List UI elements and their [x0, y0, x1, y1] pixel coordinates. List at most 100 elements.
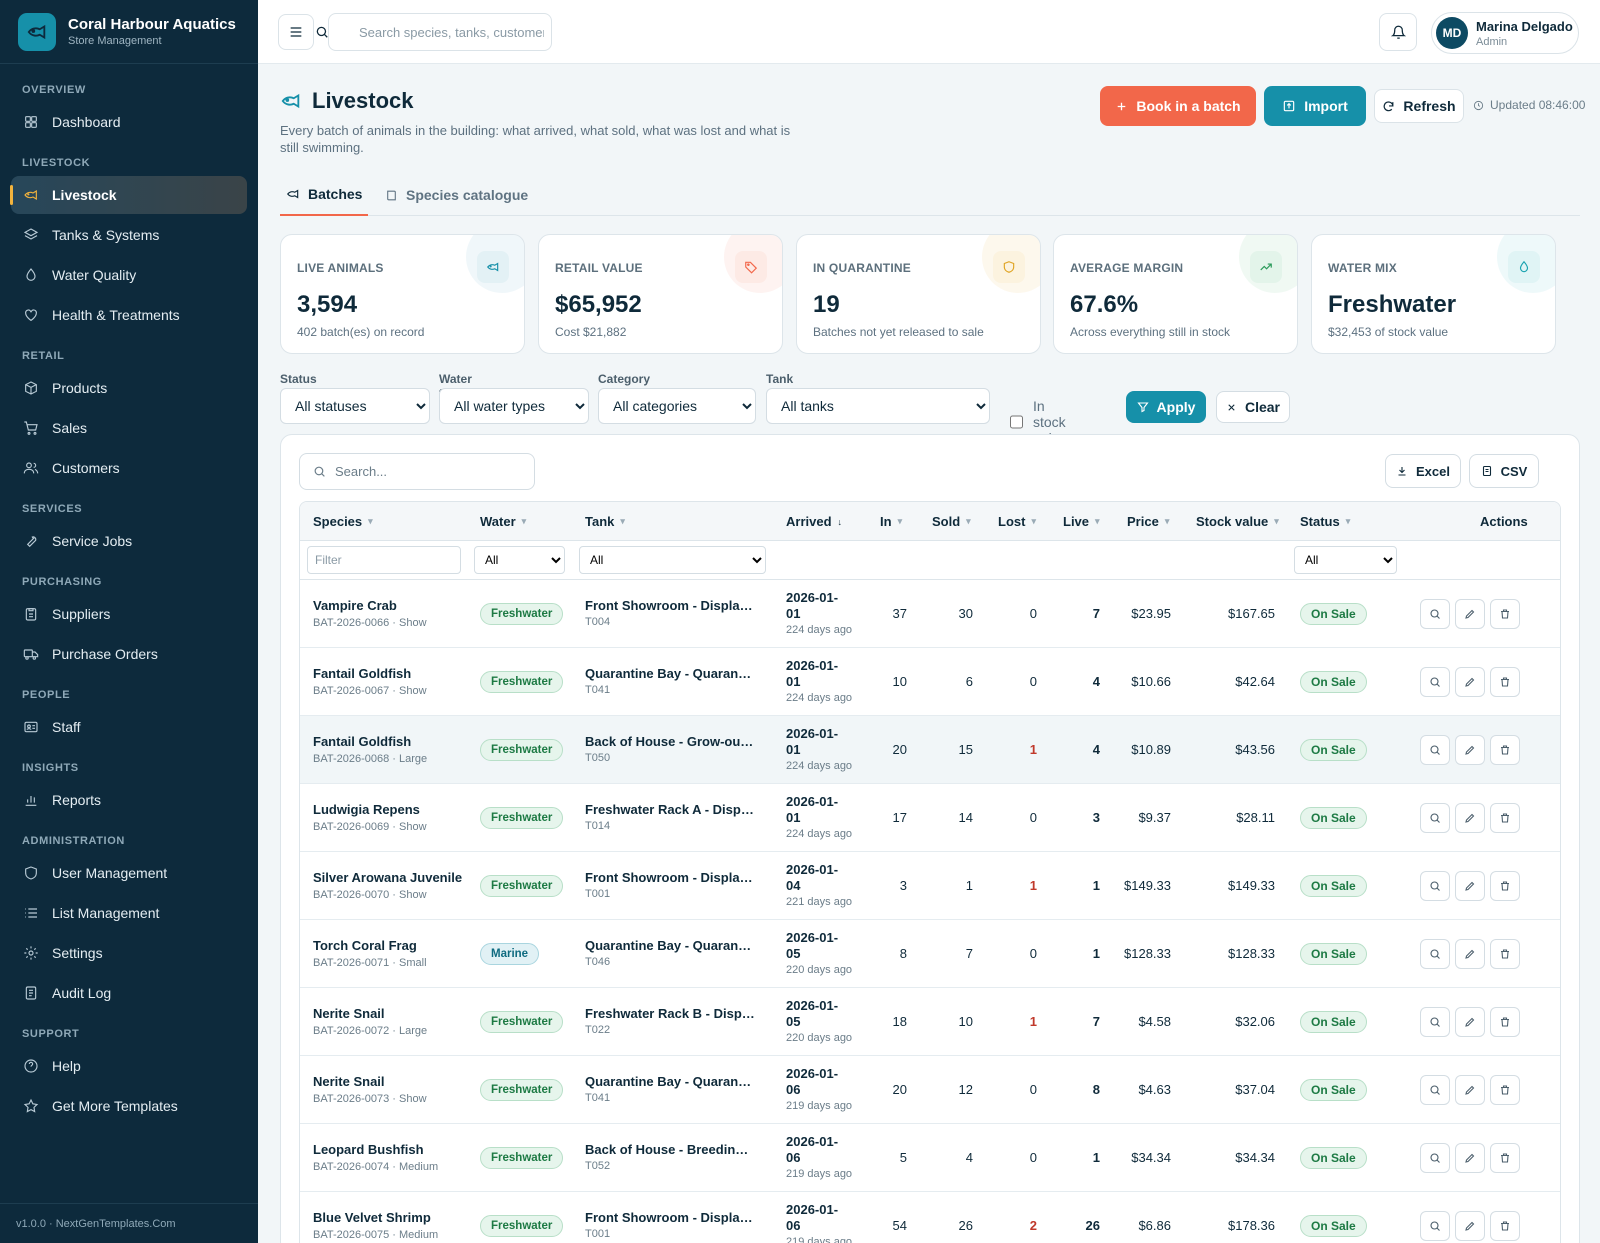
tank-filter-select[interactable]: All tanks [766, 388, 990, 424]
col-species[interactable]: Species ▾ [313, 514, 373, 529]
col-stock-value[interactable]: Stock value ▾ [1196, 514, 1279, 529]
col-arrived[interactable]: Arrived ↓ [786, 514, 842, 529]
export-excel-button[interactable]: Excel [1385, 454, 1461, 488]
view-button[interactable] [1420, 939, 1450, 969]
refresh-button[interactable]: Refresh [1374, 89, 1464, 123]
category-filter-select[interactable]: All categories [598, 388, 756, 424]
view-button[interactable] [1420, 735, 1450, 765]
edit-button[interactable] [1455, 1007, 1485, 1037]
sidebar-item-dashboard[interactable]: Dashboard [11, 103, 247, 141]
sidebar-item-water-quality[interactable]: Water Quality [11, 256, 247, 294]
kpi-subtext: Batches not yet released to sale [813, 325, 984, 339]
table-row[interactable]: Torch Coral Frag BAT-2026-0071 · Small Ma… [300, 920, 1560, 988]
col-status[interactable]: Status ▾ [1300, 514, 1350, 529]
sidebar-item-health-treatments[interactable]: Health & Treatments [11, 296, 247, 334]
col-water[interactable]: Water ▾ [480, 514, 526, 529]
col-live[interactable]: Live ▾ [1063, 514, 1100, 529]
table-row[interactable]: Ludwigia Repens BAT-2026-0069 · Show Fres… [300, 784, 1560, 852]
batch-code: BAT-2026-0070 · Show [313, 889, 427, 901]
sidebar-item-customers[interactable]: Customers [11, 449, 247, 487]
sidebar-item-sales[interactable]: Sales [11, 409, 247, 447]
clear-label: Clear [1244, 399, 1281, 415]
sidebar-item-audit-log[interactable]: Audit Log [11, 974, 247, 1012]
edit-button[interactable] [1455, 599, 1485, 629]
col-lost[interactable]: Lost ▾ [998, 514, 1036, 529]
sidebar-item-tanks-systems[interactable]: Tanks & Systems [11, 216, 247, 254]
sidebar-item-purchase-orders[interactable]: Purchase Orders [11, 635, 247, 673]
table-row[interactable]: Fantail Goldfish BAT-2026-0067 · Show Fre… [300, 648, 1560, 716]
col-price[interactable]: Price ▾ [1127, 514, 1169, 529]
delete-button[interactable] [1490, 1143, 1520, 1173]
export-csv-button[interactable]: CSV [1469, 454, 1539, 488]
import-button[interactable]: Import [1264, 86, 1366, 126]
table-row[interactable]: Fantail Goldfish BAT-2026-0068 · Large Fr… [300, 716, 1560, 784]
view-button[interactable] [1420, 599, 1450, 629]
sort-icon: ▾ [1031, 516, 1036, 526]
kpi-card-retail-value: RETAIL VALUE $65,952 Cost $21,882 [538, 234, 783, 354]
view-button[interactable] [1420, 803, 1450, 833]
delete-button[interactable] [1490, 939, 1520, 969]
global-search-input[interactable] [359, 24, 544, 40]
status-filter-select[interactable]: All statuses [280, 388, 430, 424]
delete-button[interactable] [1490, 735, 1520, 765]
delete-button[interactable] [1490, 871, 1520, 901]
sidebar-item-list-management[interactable]: List Management [11, 894, 247, 932]
delete-button[interactable] [1490, 599, 1520, 629]
view-button[interactable] [1420, 871, 1450, 901]
in-stock-checkbox[interactable] [1010, 414, 1023, 430]
sidebar-item-products[interactable]: Products [11, 369, 247, 407]
clock-icon [1473, 100, 1484, 110]
delete-button[interactable] [1490, 1007, 1520, 1037]
species-column-filter[interactable] [307, 546, 461, 574]
sidebar-item-reports[interactable]: Reports [11, 781, 247, 819]
sidebar-item-get-more-templates[interactable]: Get More Templates [11, 1087, 247, 1125]
sidebar-item-settings[interactable]: Settings [11, 934, 247, 972]
edit-button[interactable] [1455, 871, 1485, 901]
table-row[interactable]: Leopard Bushfish BAT-2026-0074 · Medium F… [300, 1124, 1560, 1192]
col-sold[interactable]: Sold ▾ [932, 514, 971, 529]
clear-filters-button[interactable]: Clear [1216, 391, 1290, 423]
view-button[interactable] [1420, 1007, 1450, 1037]
view-button[interactable] [1420, 1075, 1450, 1105]
delete-button[interactable] [1490, 1075, 1520, 1105]
apply-filters-button[interactable]: Apply [1126, 391, 1206, 423]
edit-button[interactable] [1455, 939, 1485, 969]
edit-button[interactable] [1455, 803, 1485, 833]
notifications-button[interactable] [1379, 13, 1417, 51]
sidebar-item-suppliers[interactable]: Suppliers [11, 595, 247, 633]
view-button[interactable] [1420, 667, 1450, 697]
status-column-filter[interactable]: All [1294, 546, 1397, 574]
table-row[interactable]: Blue Velvet Shrimp BAT-2026-0075 · Medium… [300, 1192, 1560, 1243]
table-row[interactable]: Nerite Snail BAT-2026-0073 · Show Freshwa… [300, 1056, 1560, 1124]
tab-species-catalogue[interactable]: Species catalogue [385, 174, 528, 216]
edit-button[interactable] [1455, 1075, 1485, 1105]
delete-button[interactable] [1490, 1211, 1520, 1241]
user-menu[interactable]: MD Marina Delgado Admin [1431, 12, 1579, 54]
tab-batches[interactable]: Batches [280, 174, 369, 216]
sidebar-item-service-jobs[interactable]: Service Jobs [11, 522, 247, 560]
kpi-card-in-quarantine: IN QUARANTINE 19 Batches not yet release… [796, 234, 1041, 354]
edit-button[interactable] [1455, 1143, 1485, 1173]
sidebar-item-user-management[interactable]: User Management [11, 854, 247, 892]
view-button[interactable] [1420, 1211, 1450, 1241]
edit-button[interactable] [1455, 667, 1485, 697]
table-row[interactable]: Nerite Snail BAT-2026-0072 · Large Freshw… [300, 988, 1560, 1056]
tank-column-filter[interactable]: All [579, 546, 766, 574]
table-row[interactable]: Vampire Crab BAT-2026-0066 · Show Freshwa… [300, 580, 1560, 648]
table-row[interactable]: Silver Arowana Juvenile BAT-2026-0070 · S… [300, 852, 1560, 920]
water-filter-select[interactable]: All water types [439, 388, 589, 424]
book-batch-button[interactable]: Book in a batch [1100, 86, 1256, 126]
menu-toggle-button[interactable] [278, 14, 314, 50]
edit-button[interactable] [1455, 735, 1485, 765]
sidebar-item-help[interactable]: Help [11, 1047, 247, 1085]
view-button[interactable] [1420, 1143, 1450, 1173]
col-in[interactable]: In ▾ [880, 514, 902, 529]
delete-button[interactable] [1490, 667, 1520, 697]
table-search-input[interactable] [335, 464, 525, 479]
col-tank[interactable]: Tank ▾ [585, 514, 625, 529]
sidebar-item-staff[interactable]: Staff [11, 708, 247, 746]
sidebar-item-livestock[interactable]: Livestock [10, 176, 247, 214]
edit-button[interactable] [1455, 1211, 1485, 1241]
water-column-filter[interactable]: All [474, 546, 565, 574]
delete-button[interactable] [1490, 803, 1520, 833]
